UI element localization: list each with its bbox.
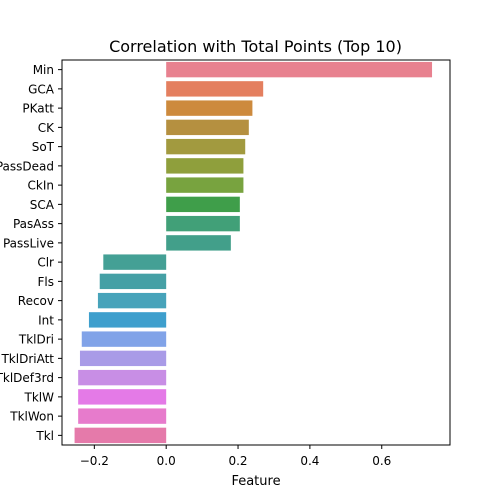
- bar-tkl: [74, 427, 167, 444]
- bar-int: [88, 312, 167, 328]
- y-tick-label: Tkl: [35, 429, 54, 443]
- y-tick-label: SCA: [30, 198, 55, 212]
- y-tick-label: TklW: [24, 390, 55, 404]
- y-tick-label: CK: [38, 121, 55, 135]
- bar-sot: [166, 138, 246, 155]
- y-tick-label: SoT: [32, 140, 55, 154]
- bar-tkldri: [81, 331, 167, 347]
- y-tick-label: Fls: [38, 275, 55, 289]
- y-tick-label: PassDead: [0, 159, 54, 173]
- y-tick-label: Int: [38, 313, 54, 327]
- bar-ckin: [166, 177, 244, 193]
- y-tick-label: Recov: [18, 294, 54, 308]
- chart-title: Correlation with Total Points (Top 10): [109, 37, 402, 56]
- bar-tkldef3rd: [78, 369, 167, 386]
- x-tick-label: 0.6: [372, 454, 391, 468]
- x-axis-ticks: −0.2 0.0 0.2 0.4 0.6: [80, 445, 391, 468]
- y-tick-label: TklDef3rd: [0, 371, 54, 385]
- bar-passdead: [166, 158, 244, 174]
- bar-tklw: [78, 389, 167, 405]
- bar-gca: [166, 81, 264, 97]
- y-tick-label: Clr: [37, 256, 54, 270]
- bar-pkatt: [166, 100, 253, 116]
- bar-tkldriatt: [79, 350, 167, 367]
- x-axis-label: Feature: [231, 474, 280, 489]
- y-tick-label: TklDri: [18, 333, 54, 347]
- plot-frame: [61, 59, 451, 446]
- x-tick-label: 0.0: [157, 454, 176, 468]
- y-tick-label: Min: [33, 63, 54, 77]
- x-tick-label: −0.2: [80, 454, 109, 468]
- bar-pasass: [166, 215, 240, 232]
- y-tick-label: TklWon: [9, 410, 54, 424]
- bars-group: [74, 61, 433, 444]
- bar-recov: [97, 292, 167, 309]
- y-tick-label: TklDriAtt: [0, 352, 54, 366]
- bar-fls: [99, 273, 167, 290]
- x-tick-label: 0.2: [228, 454, 247, 468]
- bar-min: [166, 61, 433, 78]
- y-tick-label: GCA: [28, 82, 55, 96]
- bar-passlive: [166, 235, 231, 251]
- x-tick-label: 0.4: [300, 454, 319, 468]
- bar-clr: [103, 254, 167, 270]
- y-tick-label: PKatt: [22, 102, 54, 116]
- y-tick-label: PasAss: [13, 217, 54, 231]
- bar-sca: [166, 196, 240, 213]
- y-tick-label: PassLive: [3, 236, 54, 250]
- y-tick-label: CkIn: [28, 179, 54, 193]
- y-axis-ticks: Min GCA PKatt CK SoT PassDead CkIn SCA PasAss Pas…: [0, 63, 62, 443]
- bar-ck: [166, 119, 249, 136]
- bar-tklwon: [78, 408, 167, 424]
